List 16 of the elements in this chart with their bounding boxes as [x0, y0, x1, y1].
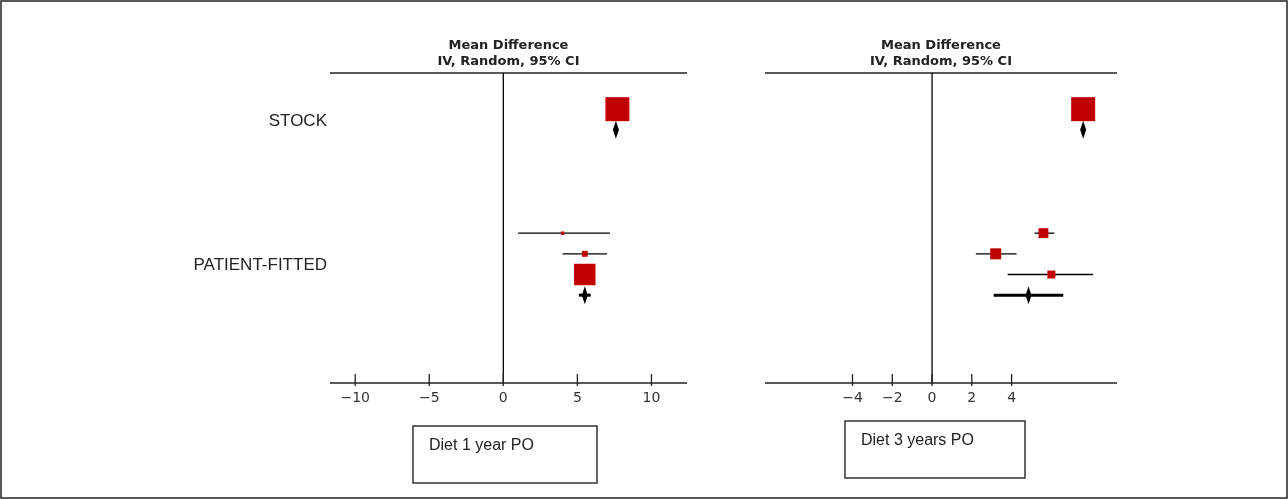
x-tick-label: 2	[967, 389, 977, 405]
x-tick-label: −10	[340, 389, 370, 405]
y-tick-label: PATIENT-FITTED	[193, 255, 327, 275]
x-tick-label: 0	[498, 389, 508, 405]
x-tick-label: −5	[418, 389, 440, 405]
x-tick-label: −4	[842, 389, 863, 405]
chart-title: Mean Difference IV, Random, 95% CI	[437, 37, 580, 68]
chart-title: Mean Difference IV, Random, 95% CI	[870, 37, 1012, 68]
text: Diet 3 years PO	[861, 431, 974, 448]
x-tick-label: 10	[642, 389, 661, 405]
text: Diet 1 year PO	[429, 436, 534, 453]
x-tick-label: 5	[572, 389, 582, 405]
x-tick-label: −2	[881, 389, 903, 405]
y-tick-label: STOCK	[268, 110, 328, 130]
x-tick-label: 4	[1007, 389, 1017, 405]
x-tick-label: 0	[927, 389, 937, 405]
